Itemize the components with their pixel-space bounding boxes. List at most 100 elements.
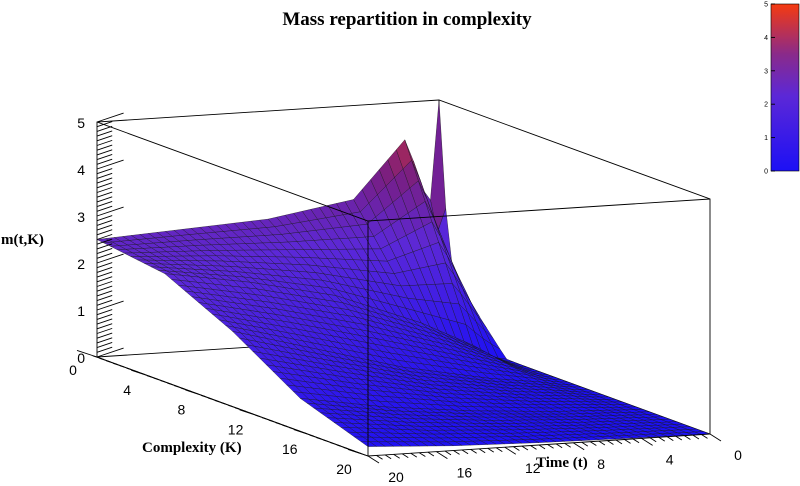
t-tick [487, 447, 494, 453]
top-front-edge [96, 121, 711, 222]
z-tick [96, 295, 113, 302]
t-tick [436, 451, 448, 459]
t-tick [478, 448, 486, 454]
t-tick [401, 453, 409, 459]
t-tick [675, 435, 683, 441]
z-tick [96, 276, 113, 283]
palette-tick-label: 3 [764, 68, 768, 75]
z-tick [96, 172, 113, 179]
z-tick [96, 159, 124, 170]
k-tick-label: 16 [282, 441, 298, 457]
z-tick [96, 253, 124, 264]
t-tick [513, 446, 520, 451]
z-tick [96, 337, 113, 344]
t-tick [453, 450, 460, 455]
z-tick [96, 332, 113, 339]
y-axis-label: Complexity (K) [142, 440, 242, 456]
z-tick [96, 158, 113, 165]
t-tick [590, 441, 597, 446]
z-tick [96, 248, 113, 255]
t-tick [658, 436, 665, 442]
z-tick [96, 177, 113, 184]
z-tick [96, 229, 113, 236]
z-tick-label: 5 [77, 115, 85, 131]
z-tick [96, 182, 113, 189]
z-tick-label: 4 [77, 162, 85, 178]
palette-bar [770, 3, 800, 172]
z-tick [96, 342, 113, 349]
color-palette: 0 1 2 3 4 5 [764, 2, 800, 176]
t-tick [419, 452, 426, 457]
t-tick [555, 443, 563, 449]
t-tick [632, 438, 640, 444]
z-tick [96, 215, 113, 222]
z-tick-label: 2 [77, 256, 85, 272]
z-tick [96, 139, 113, 146]
t-tick-label: 8 [597, 456, 605, 472]
t-tick [538, 444, 546, 450]
z-tick [96, 327, 113, 334]
t-tick [649, 437, 657, 443]
t-tick [709, 433, 722, 442]
t-tick-label: 16 [457, 465, 473, 481]
k-tick-label: 0 [69, 362, 77, 378]
palette-tick-label: 5 [764, 2, 768, 9]
z-tick [96, 130, 113, 137]
z-tick [96, 252, 113, 259]
t-tick-label: 12 [525, 460, 541, 476]
k-tick-label: 8 [178, 402, 186, 418]
z-tick [96, 205, 113, 212]
t-tick [641, 438, 653, 446]
t-tick [547, 444, 554, 449]
z-tick [96, 271, 113, 278]
t-tick [393, 453, 400, 459]
z-tick [96, 186, 113, 193]
z-tick [96, 285, 113, 292]
t-tick [496, 447, 503, 452]
z-tick [96, 125, 113, 132]
t-tick [684, 435, 691, 440]
t-tick-label: 0 [734, 447, 742, 463]
z-axis-label: m(t,K) [1, 232, 44, 248]
z-tick [96, 318, 113, 325]
t-tick [367, 455, 380, 464]
t-tick [667, 436, 674, 441]
surface-mesh [96, 99, 711, 447]
z-tick [96, 168, 113, 175]
z-tick [96, 196, 113, 203]
t-tick [410, 452, 418, 458]
t-tick [564, 442, 571, 448]
palette-tick-label: 0 [764, 169, 768, 176]
t-tick [607, 440, 614, 445]
z-tick [96, 121, 113, 128]
z-tick [96, 262, 113, 269]
z-tick [96, 313, 113, 320]
t-tick [470, 449, 477, 454]
x-axis-label: Time (t) [536, 455, 588, 471]
z-tick [96, 280, 113, 287]
t-tick [615, 439, 623, 445]
t-tick [701, 434, 708, 439]
chart-title: Mass repartition in complexity [282, 9, 532, 30]
t-tick [384, 454, 392, 460]
z-tick [96, 206, 124, 217]
t-tick-label: 4 [666, 451, 674, 467]
z-tick [96, 309, 113, 316]
t-tick [521, 445, 529, 451]
t-tick [461, 449, 469, 455]
palette-tick-label: 2 [764, 102, 768, 109]
z-tick [96, 347, 124, 358]
palette-tick-label: 4 [764, 35, 768, 42]
z-tick [96, 243, 113, 250]
t-tick [598, 440, 606, 446]
t-tick [427, 451, 435, 457]
z-tick [96, 201, 113, 208]
z-tick [96, 219, 113, 226]
k-tick [347, 448, 369, 457]
z-tick [96, 300, 124, 311]
t-tick [444, 450, 452, 456]
z-tick [96, 112, 124, 123]
t-tick [624, 439, 631, 444]
t-tick [376, 455, 383, 460]
